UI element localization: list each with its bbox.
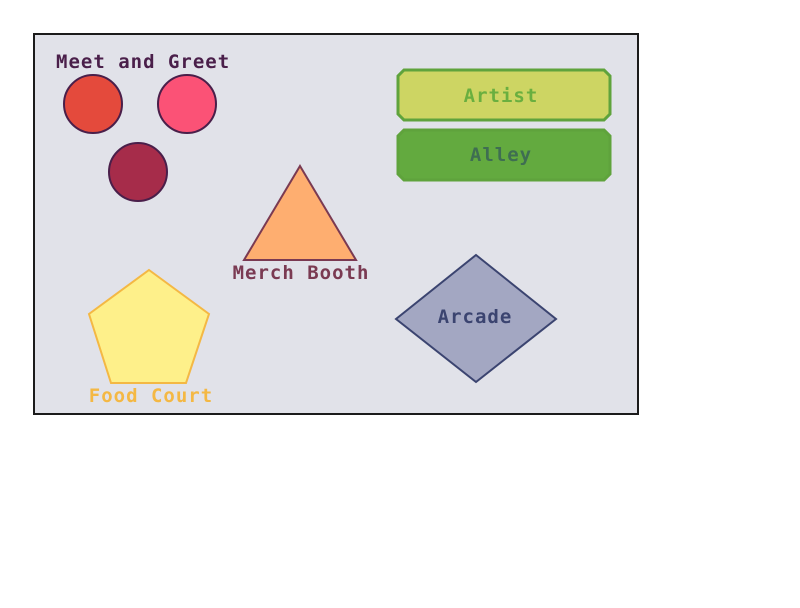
food-court-label: Food Court <box>89 385 213 407</box>
merch-booth-label: Merch Booth <box>233 262 370 284</box>
zone-artist-alley[interactable]: Artist Alley <box>396 68 612 182</box>
zone-arcade[interactable]: Arcade <box>394 253 558 384</box>
meet-and-greet-marker[interactable] <box>157 74 217 134</box>
meet-and-greet-marker[interactable] <box>63 74 123 134</box>
zone-merch-booth[interactable]: Merch Booth <box>233 164 370 284</box>
artist-alley-top-block[interactable] <box>396 68 612 122</box>
artist-alley-label-top: Artist <box>464 85 539 107</box>
food-court-pentagon[interactable] <box>87 268 211 384</box>
meet-and-greet-label: Meet and Greet <box>56 51 230 73</box>
merch-booth-triangle[interactable] <box>242 164 358 261</box>
arcade-diamond[interactable] <box>394 253 558 384</box>
zone-food-court[interactable]: Food Court <box>87 268 213 407</box>
meet-and-greet-marker[interactable] <box>108 142 168 202</box>
artist-alley-label-bottom: Alley <box>470 144 532 166</box>
artist-alley-bottom-block[interactable] <box>396 128 612 182</box>
zone-meet-and-greet[interactable]: Meet and Greet <box>56 51 230 202</box>
arcade-label: Arcade <box>438 306 513 328</box>
